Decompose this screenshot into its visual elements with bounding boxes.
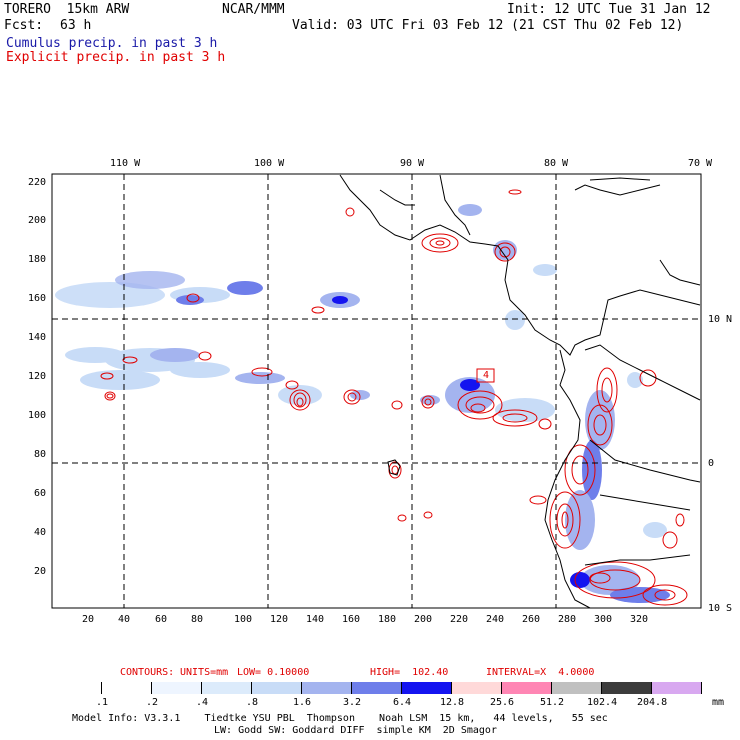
colorbar-label: .1 bbox=[96, 697, 109, 708]
lat-label-10s: 10 S bbox=[708, 603, 733, 614]
colorbar-segment bbox=[202, 682, 252, 694]
x-tick-140: 140 bbox=[306, 614, 325, 625]
colorbar-label: 204.8 bbox=[637, 697, 668, 708]
y-tick-40: 40 bbox=[34, 527, 47, 538]
colorbar-segment bbox=[352, 682, 402, 694]
colorbar-segment bbox=[552, 682, 602, 694]
y-tick-200: 200 bbox=[28, 215, 47, 226]
colorbar-label: 3.2 bbox=[343, 697, 362, 708]
y-tick-20: 20 bbox=[34, 566, 47, 577]
x-tick-280: 280 bbox=[558, 614, 577, 625]
contours-units: UNITS=mm bbox=[180, 667, 229, 678]
valid-time: Valid: 03 UTC Fri 03 Feb 12 (21 CST Thu … bbox=[292, 18, 684, 33]
forecast-label: Fcst: bbox=[4, 18, 44, 33]
coastlines bbox=[339, 174, 701, 609]
colorbar-label: .4 bbox=[196, 697, 209, 708]
max-marker-box bbox=[476, 368, 495, 383]
colorbar-segment bbox=[152, 682, 202, 694]
colorbar-label: .2 bbox=[146, 697, 159, 708]
x-tick-80: 80 bbox=[191, 614, 204, 625]
colorbar-unit: mm bbox=[712, 697, 725, 708]
explicit-precip-contours bbox=[100, 189, 688, 606]
colorbar-label: 1.6 bbox=[293, 697, 312, 708]
colorbar-segment bbox=[402, 682, 452, 694]
lon-label-90w: 90 W bbox=[400, 158, 425, 169]
colorbar-label: 6.4 bbox=[393, 697, 412, 708]
colorbar-segment bbox=[602, 682, 652, 694]
colorbar-segment bbox=[302, 682, 352, 694]
y-tick-220: 220 bbox=[28, 177, 47, 188]
colorbar-label: .8 bbox=[246, 697, 259, 708]
contours-high: HIGH= 102.40 bbox=[370, 667, 449, 678]
lon-label-100w: 100 W bbox=[254, 158, 285, 169]
colorbar-segment bbox=[652, 682, 702, 694]
physics-info-line: LW: Godd SW: Goddard DIFF simple KM 2D S… bbox=[214, 725, 497, 736]
y-tick-160: 160 bbox=[28, 293, 47, 304]
cumulus-legend: Cumulus precip. in past 3 h bbox=[6, 36, 218, 51]
colorbar-segment bbox=[102, 682, 152, 694]
x-tick-20: 20 bbox=[82, 614, 95, 625]
x-tick-100: 100 bbox=[234, 614, 253, 625]
x-tick-200: 200 bbox=[414, 614, 433, 625]
lon-label-70w: 70 W bbox=[688, 158, 713, 169]
init-time: Init: 12 UTC Tue 31 Jan 12 bbox=[507, 2, 711, 17]
forecast-hours: 63 h bbox=[60, 18, 92, 33]
colorbar-segment bbox=[452, 682, 502, 694]
x-tick-40: 40 bbox=[118, 614, 131, 625]
x-tick-120: 120 bbox=[270, 614, 289, 625]
x-tick-240: 240 bbox=[486, 614, 505, 625]
contours-label: CONTOURS: bbox=[120, 667, 175, 678]
y-tick-180: 180 bbox=[28, 254, 47, 265]
x-tick-60: 60 bbox=[155, 614, 168, 625]
lat-label-0: 0 bbox=[708, 458, 715, 469]
y-tick-120: 120 bbox=[28, 371, 47, 382]
y-tick-60: 60 bbox=[34, 488, 47, 499]
colorbar-label: 51.2 bbox=[540, 697, 565, 708]
max-value-label: 4 bbox=[483, 370, 490, 381]
cumulus-precip-shading bbox=[55, 204, 670, 603]
graticule bbox=[52, 174, 701, 608]
x-tick-160: 160 bbox=[342, 614, 361, 625]
colorbar-label: 12.8 bbox=[440, 697, 465, 708]
lon-label-110w: 110 W bbox=[110, 158, 141, 169]
model-info-line: Model Info: V3.3.1 Tiedtke YSU PBL Thomp… bbox=[72, 713, 608, 724]
lon-label-80w: 80 W bbox=[544, 158, 569, 169]
contours-interval: INTERVAL=X 4.0000 bbox=[486, 667, 595, 678]
contours-low: LOW= 0.10000 bbox=[237, 667, 310, 678]
colorbar-label: 102.4 bbox=[587, 697, 618, 708]
colorbar-segment bbox=[502, 682, 552, 694]
colorbar-segment bbox=[52, 682, 102, 694]
x-tick-320: 320 bbox=[630, 614, 649, 625]
org-label: NCAR/MMM bbox=[222, 2, 285, 17]
x-tick-300: 300 bbox=[594, 614, 613, 625]
x-tick-260: 260 bbox=[522, 614, 541, 625]
x-tick-220: 220 bbox=[450, 614, 469, 625]
y-tick-100: 100 bbox=[28, 410, 47, 421]
y-tick-140: 140 bbox=[28, 332, 47, 343]
explicit-legend: Explicit precip. in past 3 h bbox=[6, 50, 226, 65]
colorbar-label: 25.6 bbox=[490, 697, 515, 708]
colorbar-segment bbox=[252, 682, 302, 694]
model-title: TORERO 15km ARW bbox=[4, 2, 130, 17]
x-tick-180: 180 bbox=[378, 614, 397, 625]
lat-label-10n: 10 N bbox=[708, 314, 733, 325]
map-frame bbox=[51, 173, 702, 609]
y-tick-80: 80 bbox=[34, 449, 47, 460]
